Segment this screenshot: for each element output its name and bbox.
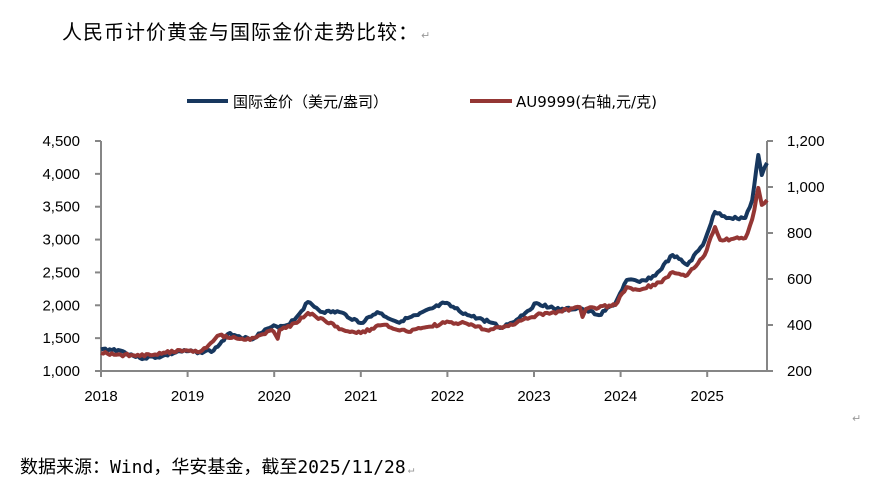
x-tick-label: 2019 [171,388,204,405]
series-line-au9999 [100,185,769,359]
return-mark-icon: ↵ [407,463,415,476]
source-text: 数据来源：Wind，华安基金，截至2025/11/28 [20,457,406,478]
y-right-tick-label: 1,200 [787,133,825,150]
y-left-tick-label: 1,000 [42,363,80,380]
y-left-tick-label: 4,500 [42,133,80,150]
legend: 国际金价（美元/盎司） AU9999(右轴,元/克) [187,93,657,111]
legend-label-au9999: AU9999(右轴,元/克) [516,93,657,111]
chart-heading: 人民币计价黄金与国际金价走势比较： ↵ [62,16,431,45]
y-right-tick-label: 800 [787,225,812,242]
return-mark-icon: ↵ [421,29,432,42]
x-tick-label: 2022 [431,388,464,405]
y-left-tick-label: 3,500 [42,199,80,216]
x-tick-label: 2020 [258,388,291,405]
y-left-tick-label: 4,000 [42,166,80,183]
axes: 1,000 1,500 2,000 2,500 3,000 3,500 4,000 4,500… [42,133,824,405]
heading-text: 人民币计价黄金与国际金价走势比较： [62,20,419,44]
y-right-tick-label: 400 [787,317,812,334]
y-right-tick-label: 200 [787,363,812,380]
x-tick-label: 2024 [604,388,637,405]
x-tick-label: 2021 [344,388,377,405]
series-lines [100,153,769,362]
return-mark-icon: ↵ [852,412,862,425]
series-line-intl-gold [100,153,769,362]
legend-label-intl-gold: 国际金价（美元/盎司） [233,93,388,111]
source-note: 数据来源：Wind，华安基金，截至2025/11/28 ↵ [20,453,414,479]
x-tick-label: 2023 [517,388,550,405]
y-right-tick-label: 1,000 [787,179,825,196]
y-right-tick-label: 600 [787,271,812,288]
y-left-tick-label: 1,500 [42,330,80,347]
x-tick-label: 2025 [691,388,724,405]
y-left-tick-label: 3,000 [42,232,80,249]
y-left-tick-label: 2,500 [42,264,80,281]
y-left-tick-label: 2,000 [42,297,80,314]
x-tick-label: 2018 [84,388,117,405]
